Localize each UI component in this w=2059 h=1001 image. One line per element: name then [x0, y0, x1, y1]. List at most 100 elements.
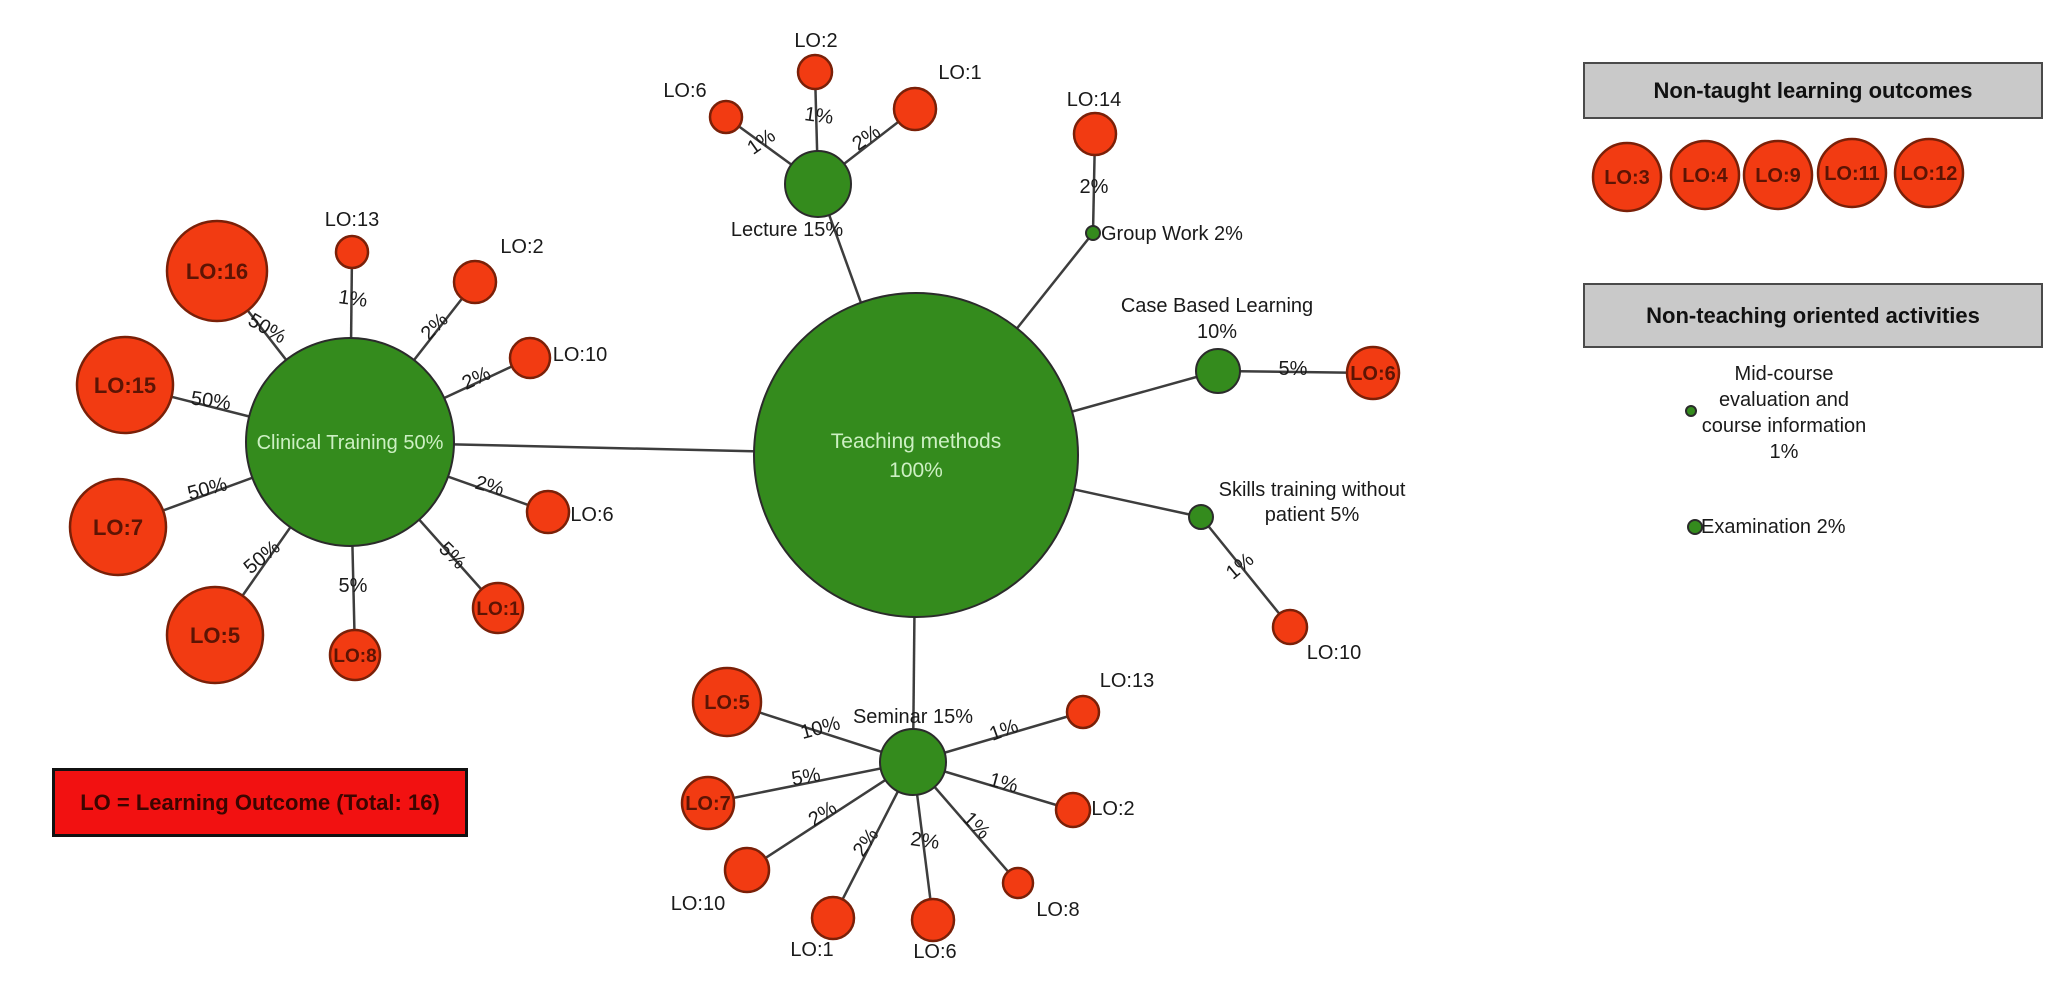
node-nt-lo11-circle: [1816, 137, 1888, 209]
edge-label-seminar-sem-lo13: 1%: [987, 715, 1022, 746]
label-cl-lo6: LO:6: [570, 504, 613, 526]
node-lec-lo6-circle: [708, 99, 744, 135]
edge-skills-sk-lo10: [1200, 516, 1291, 628]
edge-label-seminar-sem-lo10: 2%: [805, 797, 841, 831]
label-cl-lo5: LO:5: [190, 623, 240, 648]
label-cbl-lo6: LO:6: [1350, 363, 1396, 385]
label-skills: Skills training without patient 5%: [1219, 479, 1406, 526]
edge-label-lecture-lec-lo6: 1%: [743, 125, 779, 160]
label-sem-lo2: LO:2: [1091, 798, 1134, 820]
label-nt-lo12: LO:12: [1901, 163, 1958, 185]
edge-label-clinical-cl-lo2: 2%: [417, 309, 453, 345]
node-lec-lo2-circle: [796, 53, 834, 91]
node-cbl-lo6-circle: [1345, 345, 1401, 401]
label-sk-lo10: LO:10: [1307, 642, 1361, 664]
node-case-based-hub: [1195, 348, 1241, 394]
label-lec-lo2: LO:2: [794, 30, 837, 52]
edge-label-clinical-cl-lo7: 50%: [185, 473, 230, 505]
node-lecture-hub: [784, 150, 852, 218]
label-cl-lo7: LO:7: [93, 515, 143, 540]
node-sem-lo10-circle: [723, 846, 771, 894]
label-cl-lo13: LO:13: [325, 209, 379, 231]
label-sem-lo13: LO:13: [1100, 670, 1154, 692]
lo-abbreviation-note: LO = Learning Outcome (Total: 16): [52, 768, 468, 837]
node-sem-lo6-circle: [910, 897, 956, 943]
label-group-work: Group Work 2%: [1101, 223, 1243, 245]
edge-label-seminar-sem-lo2: 1%: [987, 769, 1021, 798]
node-skills-dot: [1188, 504, 1214, 530]
node-gw-lo14-circle: [1072, 111, 1118, 157]
node-cl-lo8-circle: [328, 628, 382, 682]
node-sem-lo13-circle: [1065, 694, 1101, 730]
label-sem-lo8: LO:8: [1036, 899, 1079, 921]
edge-label-lecture-lec-lo2: 1%: [803, 103, 835, 129]
label-sem-lo1: LO:1: [790, 939, 833, 961]
label-gw-lo14: LO:14: [1067, 89, 1121, 111]
node-nt-lo4-circle: [1669, 139, 1741, 211]
label-case-based: Case Based Learning 10%: [1121, 295, 1313, 343]
label-cl-lo8: LO:8: [333, 646, 376, 667]
node-cl-lo1-circle: [471, 581, 525, 635]
edge-label-clinical-cl-lo15: 50%: [189, 387, 232, 414]
node-sem-lo5-circle: [691, 666, 763, 738]
label-cl-lo10: LO:10: [553, 344, 607, 366]
node-sem-lo7-circle: [680, 775, 736, 831]
label-nt-lo9: LO:9: [1755, 165, 1801, 187]
label-cl-lo16: LO:16: [186, 259, 248, 284]
label-sem-lo6: LO:6: [913, 941, 956, 963]
edge-label-clinical-cl-lo8: 5%: [339, 575, 368, 597]
label-cl-lo15: LO:15: [94, 373, 156, 398]
node-examination-dot: [1687, 519, 1703, 535]
label-sem-lo5: LO:5: [704, 692, 750, 714]
node-lec-lo1-circle: [892, 86, 938, 132]
label-teaching: Teaching methods 100%: [831, 430, 1001, 482]
node-sem-lo8-circle: [1001, 866, 1035, 900]
node-nt-lo3-circle: [1591, 141, 1663, 213]
label-sem-lo10: LO:10: [671, 893, 725, 915]
non-taught-learning-outcomes-header: Non-taught learning outcomes: [1583, 62, 2043, 119]
edge-label-clinical-cl-lo13: 1%: [337, 286, 369, 312]
label-cl-lo2: LO:2: [500, 236, 543, 258]
label-lecture: Lecture 15%: [731, 219, 844, 241]
non-teaching-oriented-activities-header: Non-teaching oriented activities: [1583, 283, 2043, 348]
node-clinical-hub: [245, 337, 455, 547]
node-cl-lo5-circle: [165, 585, 265, 685]
label-cl-lo1: LO:1: [476, 599, 520, 620]
edge-label-seminar-sem-lo6: 2%: [909, 828, 941, 854]
edge-label-skills-sk-lo10: 1%: [1222, 549, 1258, 585]
node-cl-lo10-circle: [508, 336, 552, 380]
node-cl-lo15-circle: [75, 335, 175, 435]
node-nt-lo12-circle: [1893, 137, 1965, 209]
edge-label-case-based-cbl-lo6: 5%: [1279, 358, 1308, 380]
node-sem-lo2-circle: [1054, 791, 1092, 829]
edge-label-clinical-cl-lo16: 50%: [244, 309, 290, 348]
label-nt-lo4: LO:4: [1682, 165, 1728, 187]
node-cl-lo13-circle: [334, 234, 370, 270]
label-mid-course: Mid-course evaluation and course informati…: [1702, 363, 1867, 463]
node-cl-lo16-circle: [165, 219, 269, 323]
edge-label-group-work-gw-lo14: 2%: [1080, 176, 1109, 198]
label-clinical: Clinical Training 50%: [257, 432, 444, 454]
node-mid-course-dot: [1685, 405, 1697, 417]
label-lec-lo1: LO:1: [938, 62, 981, 84]
node-nt-lo9-circle: [1742, 139, 1814, 211]
label-seminar: Seminar 15%: [853, 706, 973, 728]
edge-label-clinical-cl-lo6: 2%: [473, 472, 507, 501]
node-cl-lo7-circle: [68, 477, 168, 577]
label-examination: Examination 2%: [1701, 516, 1846, 538]
node-sem-lo1-circle: [810, 895, 856, 941]
label-nt-lo3: LO:3: [1604, 167, 1650, 189]
node-teaching-hub: [753, 292, 1079, 618]
node-cl-lo6-circle: [525, 489, 571, 535]
edge-label-seminar-sem-lo7: 5%: [790, 764, 823, 791]
node-cl-lo2-circle: [452, 259, 498, 305]
node-sk-lo10-circle: [1271, 608, 1309, 646]
label-nt-lo11: LO:11: [1824, 163, 1880, 185]
edge-seminar-sem-lo7: [707, 760, 914, 805]
edge-label-seminar-sem-lo8: 1%: [958, 808, 994, 844]
edge-label-lecture-lec-lo1: 2%: [848, 121, 884, 156]
edge-label-clinical-cl-lo5: 50%: [240, 536, 285, 579]
node-seminar-hub: [879, 728, 947, 796]
